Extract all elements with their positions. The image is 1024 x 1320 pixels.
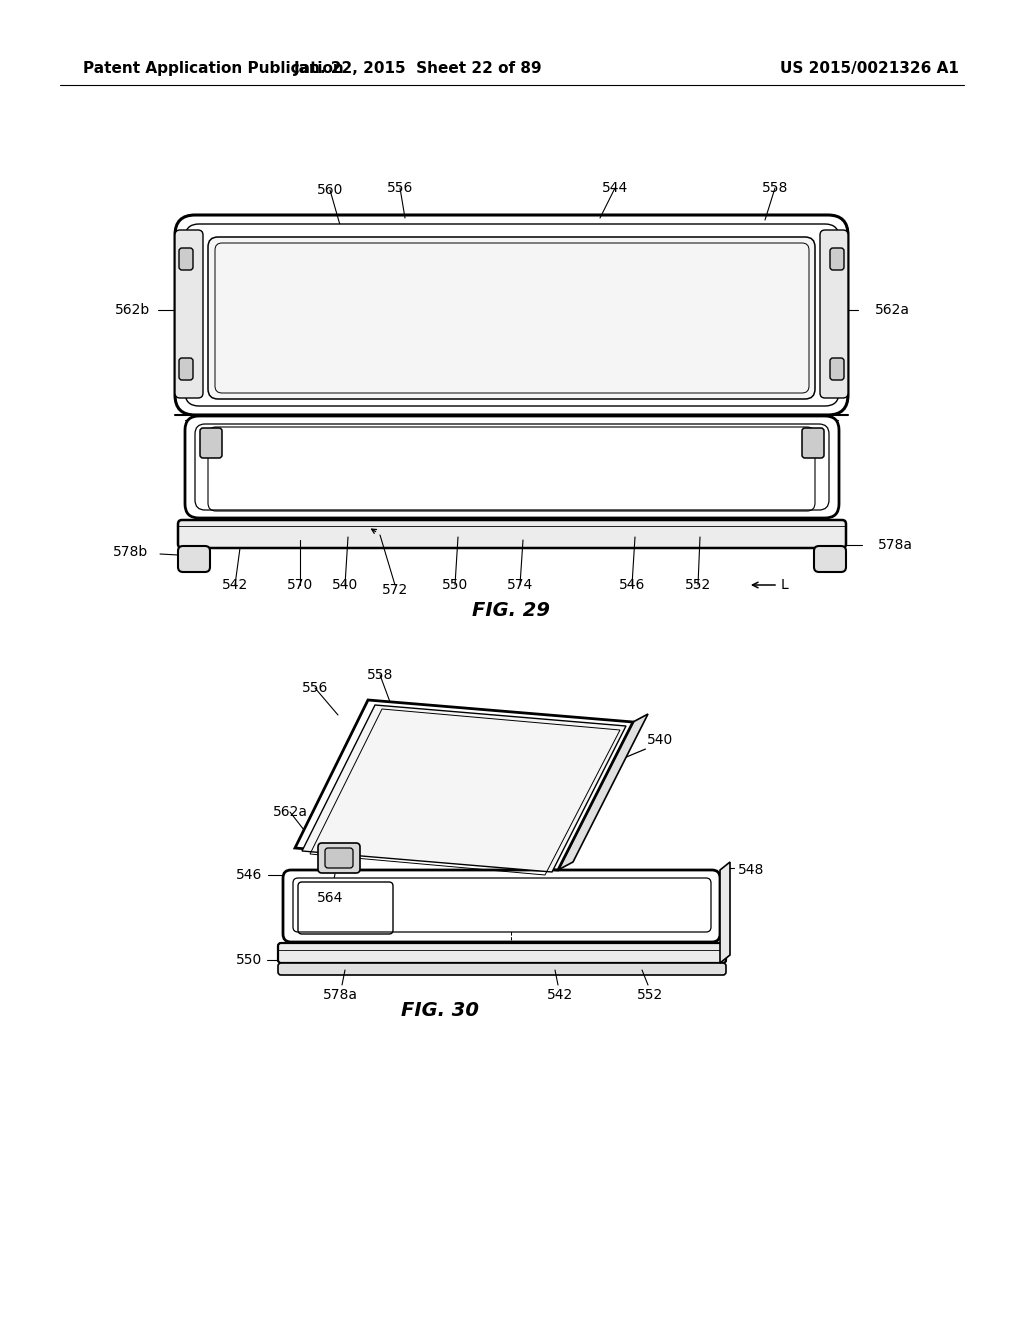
Text: 552: 552 (637, 987, 664, 1002)
Text: 546: 546 (236, 869, 262, 882)
Text: 556: 556 (387, 181, 414, 195)
Text: 570: 570 (287, 578, 313, 591)
Text: 552: 552 (685, 578, 711, 591)
Text: FIG. 29: FIG. 29 (472, 601, 550, 619)
FancyBboxPatch shape (293, 878, 711, 932)
Text: 578a: 578a (323, 987, 357, 1002)
Text: 562b: 562b (115, 304, 150, 317)
FancyBboxPatch shape (185, 224, 839, 407)
FancyBboxPatch shape (830, 248, 844, 271)
Text: 544: 544 (527, 733, 553, 747)
Text: US 2015/0021326 A1: US 2015/0021326 A1 (780, 61, 958, 75)
Text: Jan. 22, 2015  Sheet 22 of 89: Jan. 22, 2015 Sheet 22 of 89 (294, 61, 543, 75)
FancyBboxPatch shape (325, 847, 353, 869)
Text: Patent Application Publication: Patent Application Publication (83, 61, 344, 75)
FancyBboxPatch shape (208, 238, 815, 399)
FancyBboxPatch shape (814, 546, 846, 572)
Text: 550: 550 (442, 578, 468, 591)
Text: 562a: 562a (272, 805, 307, 818)
FancyBboxPatch shape (179, 248, 193, 271)
FancyBboxPatch shape (200, 428, 222, 458)
FancyBboxPatch shape (820, 230, 848, 399)
Text: 556: 556 (302, 681, 328, 696)
Text: 548: 548 (738, 863, 764, 876)
FancyBboxPatch shape (802, 428, 824, 458)
Text: 544: 544 (602, 181, 628, 195)
Text: 542: 542 (222, 578, 248, 591)
Text: 578a: 578a (878, 539, 913, 552)
Text: 558: 558 (762, 181, 788, 195)
FancyBboxPatch shape (278, 964, 726, 975)
FancyBboxPatch shape (179, 358, 193, 380)
Polygon shape (302, 705, 626, 873)
Text: L: L (781, 578, 788, 591)
Text: 542: 542 (547, 987, 573, 1002)
FancyBboxPatch shape (178, 546, 210, 572)
FancyBboxPatch shape (830, 358, 844, 380)
FancyBboxPatch shape (178, 520, 846, 548)
Text: 558: 558 (367, 668, 393, 682)
FancyBboxPatch shape (195, 424, 829, 510)
Polygon shape (295, 700, 633, 870)
FancyBboxPatch shape (278, 942, 726, 964)
FancyBboxPatch shape (283, 870, 720, 942)
FancyBboxPatch shape (185, 416, 839, 517)
Text: 540: 540 (332, 578, 358, 591)
Polygon shape (558, 714, 648, 870)
Text: 550: 550 (236, 953, 262, 968)
Text: 546: 546 (618, 578, 645, 591)
Text: 560: 560 (316, 183, 343, 197)
Text: 572: 572 (382, 583, 409, 597)
FancyBboxPatch shape (175, 230, 203, 399)
Text: 574: 574 (507, 578, 534, 591)
Text: FIG. 30: FIG. 30 (401, 1001, 479, 1019)
FancyBboxPatch shape (175, 215, 848, 414)
Text: 564: 564 (316, 891, 343, 906)
Text: 540: 540 (647, 733, 673, 747)
Text: 562a: 562a (874, 304, 910, 317)
FancyBboxPatch shape (318, 843, 360, 873)
Polygon shape (720, 862, 730, 964)
Text: 578b: 578b (113, 545, 148, 558)
